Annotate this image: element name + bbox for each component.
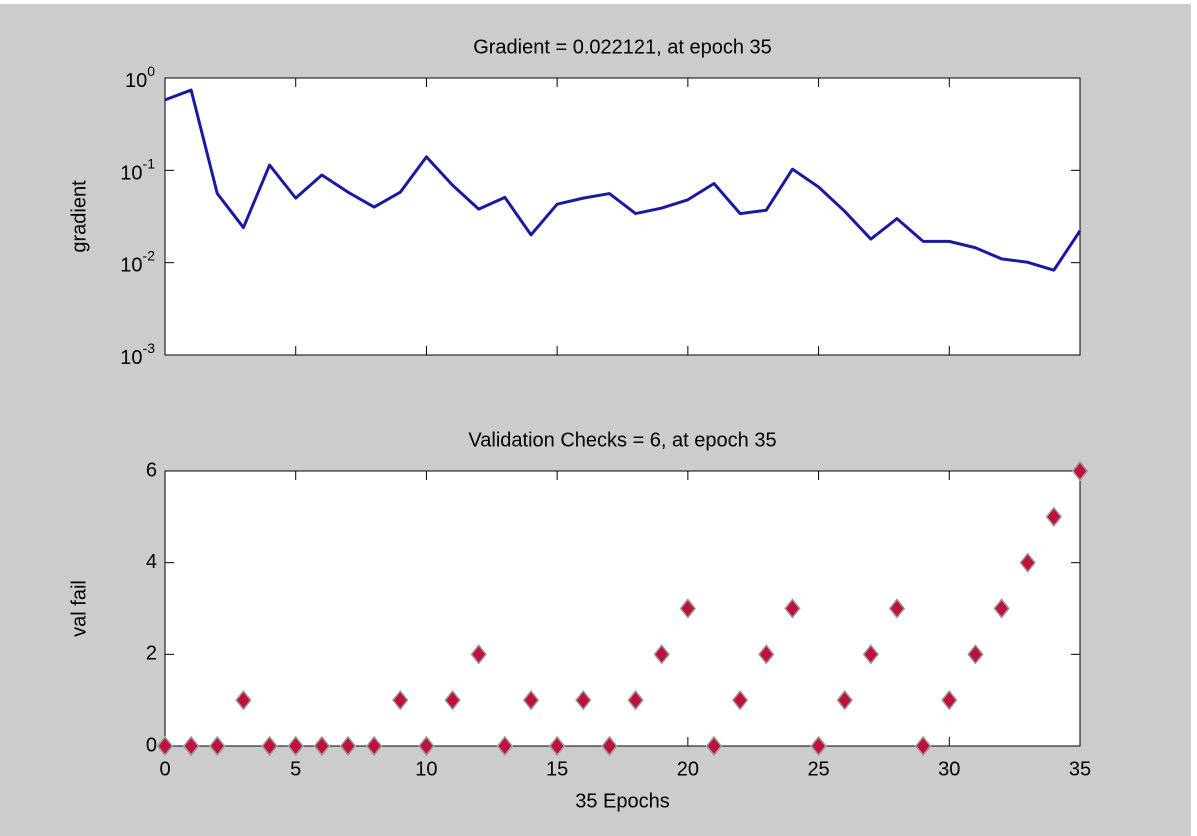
y-tick-exponent: -2 xyxy=(143,247,156,263)
marker xyxy=(522,689,540,711)
y-tick-label: 10-1 xyxy=(120,155,155,185)
marker xyxy=(1045,506,1063,528)
y-tick-base: 10 xyxy=(120,255,142,277)
y-axis-label: gradient xyxy=(68,180,90,253)
marker xyxy=(1019,552,1036,573)
marker xyxy=(444,689,461,711)
y-tick-exponent: -1 xyxy=(143,155,156,171)
marker xyxy=(548,735,566,757)
y-tick-base: 10 xyxy=(125,70,147,92)
marker xyxy=(810,735,827,757)
y-tick-base: 10 xyxy=(120,347,142,369)
marker xyxy=(287,735,304,757)
gradient-line xyxy=(164,88,1082,272)
marker xyxy=(339,735,357,757)
marker xyxy=(888,598,906,619)
marker xyxy=(575,689,592,711)
marker xyxy=(705,735,723,757)
marker xyxy=(235,689,252,711)
marker xyxy=(313,735,331,757)
x-tick-label: 20 xyxy=(677,758,699,780)
marker xyxy=(679,598,697,619)
y-tick-label: 6 xyxy=(146,459,157,481)
y-tick-exponent: 0 xyxy=(147,63,155,79)
right-border xyxy=(1191,0,1197,836)
top-border xyxy=(0,0,1197,4)
plot-area xyxy=(164,470,1081,747)
marker xyxy=(209,735,226,757)
marker xyxy=(862,644,880,665)
marker xyxy=(156,735,174,757)
marker xyxy=(392,689,409,711)
marker xyxy=(470,644,487,665)
x-tick-label: 25 xyxy=(807,758,829,780)
y-tick-base: 10 xyxy=(120,163,142,185)
marker xyxy=(967,644,984,665)
chart-title: Validation Checks = 6, at epoch 35 xyxy=(468,429,776,451)
y-tick-label: 0 xyxy=(146,734,157,756)
marker xyxy=(784,598,801,619)
plot-area xyxy=(164,77,1081,356)
x-tick-label: 10 xyxy=(415,758,437,780)
y-tick-label: 10-2 xyxy=(120,247,155,277)
y-tick-label: 100 xyxy=(125,63,155,93)
marker xyxy=(601,735,618,757)
x-axis-label: 35 Epochs xyxy=(575,790,670,812)
marker xyxy=(914,735,932,757)
marker xyxy=(261,735,278,757)
marker xyxy=(627,689,644,711)
y-axis-label: val fail xyxy=(68,580,90,637)
marker xyxy=(365,735,383,757)
y-tick-label: 2 xyxy=(146,643,157,665)
marker xyxy=(182,735,200,757)
marker xyxy=(993,598,1010,619)
marker xyxy=(836,689,853,711)
marker xyxy=(496,735,514,757)
chart-title: Gradient = 0.022121, at epoch 35 xyxy=(473,36,772,58)
y-tick-label: 10-3 xyxy=(120,340,155,370)
y-tick-label: 4 xyxy=(146,551,157,573)
x-tick-label: 0 xyxy=(159,758,170,780)
y-tick-exponent: -3 xyxy=(143,340,156,356)
x-tick-label: 30 xyxy=(938,758,960,780)
marker xyxy=(941,689,958,711)
x-tick-label: 15 xyxy=(546,758,568,780)
marker xyxy=(1071,460,1089,482)
x-tick-label: 5 xyxy=(290,758,301,780)
x-tick-label: 35 xyxy=(1069,758,1091,780)
marker xyxy=(653,644,670,665)
marker xyxy=(731,689,749,711)
marker xyxy=(758,644,775,665)
marker xyxy=(418,735,435,757)
